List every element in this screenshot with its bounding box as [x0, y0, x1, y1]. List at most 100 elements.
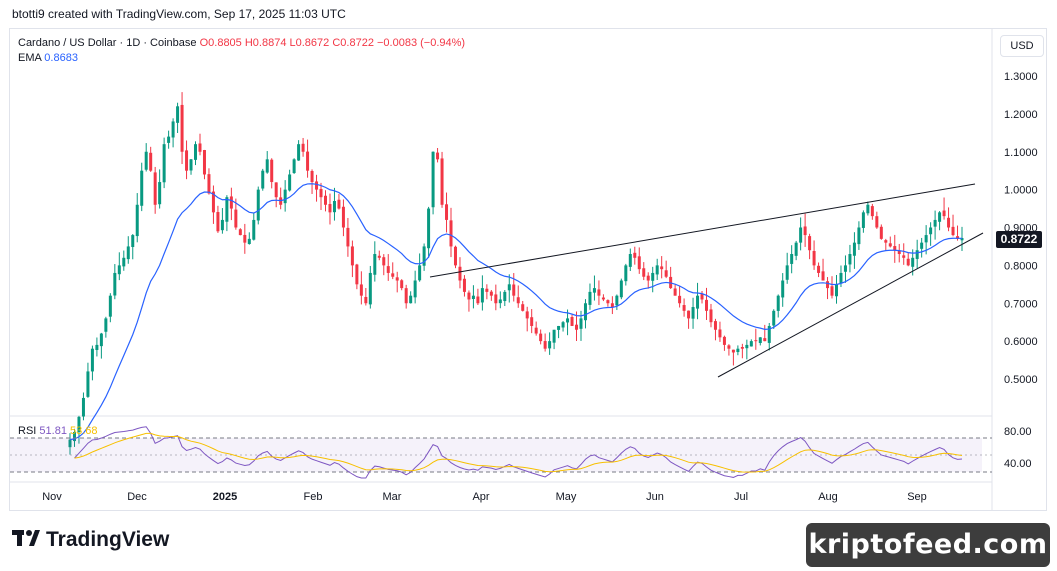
open-value: O0.8805: [199, 37, 242, 49]
candle-body: [458, 266, 462, 281]
candle-body: [72, 432, 76, 442]
chart-attribution: btotti9 created with TradingView.com, Se…: [12, 7, 346, 21]
candle-body: [637, 256, 641, 270]
candle-body: [870, 206, 874, 217]
symbol-title[interactable]: Cardano / US Dollar · 1D · Coinbase: [18, 37, 197, 49]
candle-body: [189, 159, 193, 171]
candle-body: [153, 172, 157, 205]
candle-body: [521, 304, 525, 311]
candle-body: [888, 243, 892, 247]
candle-body: [803, 226, 807, 236]
candle-body: [678, 295, 682, 304]
candle-body: [449, 220, 453, 247]
candle-body: [507, 284, 511, 291]
candle-body: [252, 219, 256, 240]
candle-body: [947, 217, 951, 228]
candle-body: [386, 266, 390, 273]
candle-body: [431, 151, 435, 208]
candle-body: [619, 280, 623, 298]
candle-body: [812, 250, 816, 266]
x-tick-label: Mar: [383, 491, 402, 503]
candle-body: [597, 289, 601, 296]
candle-body: [682, 305, 686, 311]
rsi-label[interactable]: RSI: [18, 425, 37, 437]
candle-body: [301, 143, 305, 152]
candle-body: [808, 236, 812, 251]
candle-body: [911, 257, 915, 267]
y-tick-label: 1.3000: [1004, 71, 1038, 83]
candle-body: [960, 238, 964, 241]
candle-body: [534, 327, 538, 334]
candle-body: [104, 318, 108, 332]
x-tick-label: Dec: [127, 491, 147, 503]
tradingview-mark-icon: [12, 528, 40, 552]
candle-body: [512, 284, 516, 296]
candle-body: [494, 294, 498, 304]
candle-body: [243, 234, 247, 243]
x-tick-label: 2025: [213, 491, 237, 503]
candle-body: [821, 271, 825, 281]
candle-body: [144, 151, 148, 170]
candle-body: [736, 348, 740, 353]
candle-body: [274, 182, 278, 198]
ema-value: 0.8683: [44, 52, 78, 64]
tradingview-brand: TradingView: [46, 528, 170, 551]
candle-body: [422, 246, 426, 266]
candle-body: [776, 295, 780, 311]
candle-body: [346, 227, 350, 247]
candle-body: [355, 264, 359, 285]
candle-body: [503, 291, 507, 302]
candle-body: [256, 189, 260, 221]
candle-body: [292, 159, 296, 174]
candle-body: [539, 333, 543, 342]
candle-body: [395, 277, 399, 281]
candle-body: [915, 250, 919, 259]
candle-body: [445, 204, 449, 220]
candle-body: [180, 104, 184, 152]
candle-body: [283, 189, 287, 204]
candle-body: [382, 257, 386, 266]
candle-body: [826, 281, 830, 289]
candle-body: [364, 296, 368, 304]
candle-body: [673, 288, 677, 296]
candle-body: [198, 143, 202, 152]
tradingview-logo[interactable]: TradingView: [12, 528, 169, 552]
candle-body: [691, 307, 695, 319]
currency-button[interactable]: USD: [1000, 35, 1044, 57]
rsi-value: 51.81: [39, 425, 67, 437]
candle-body: [440, 158, 444, 205]
candle-body: [740, 347, 744, 349]
ema-label[interactable]: EMA: [18, 52, 42, 64]
candle-body: [781, 280, 785, 298]
x-tick-label: Aug: [818, 491, 838, 503]
candle-body: [126, 246, 130, 260]
rsi-tick-label: 80.00: [1004, 426, 1032, 438]
candle-body: [229, 196, 233, 209]
candle-body: [592, 288, 596, 293]
x-tick-label: Jun: [646, 491, 664, 503]
candle-body: [315, 181, 319, 190]
change-value: −0.0083 (−0.94%): [377, 37, 466, 49]
candle-body: [628, 254, 632, 267]
candle-body: [763, 338, 767, 342]
candle-body: [391, 273, 395, 277]
candle-body: [489, 291, 493, 296]
low-value: L0.8672: [289, 37, 330, 49]
candle-body: [857, 227, 861, 245]
candle-body: [817, 265, 821, 273]
candle-body: [754, 340, 758, 342]
candle-body: [929, 227, 933, 235]
candle-body: [247, 238, 251, 244]
candle-body: [202, 150, 206, 175]
candle-body: [99, 333, 103, 347]
candle-body: [270, 159, 274, 183]
candle-body: [373, 254, 377, 275]
y-tick-label: 0.8000: [1004, 260, 1038, 272]
candle-body: [476, 296, 480, 304]
x-tick-label: Apr: [472, 491, 489, 503]
candle-body: [852, 242, 856, 256]
rsi-ma-line: [74, 432, 963, 473]
candle-body: [938, 212, 942, 222]
candle-body: [861, 212, 865, 228]
